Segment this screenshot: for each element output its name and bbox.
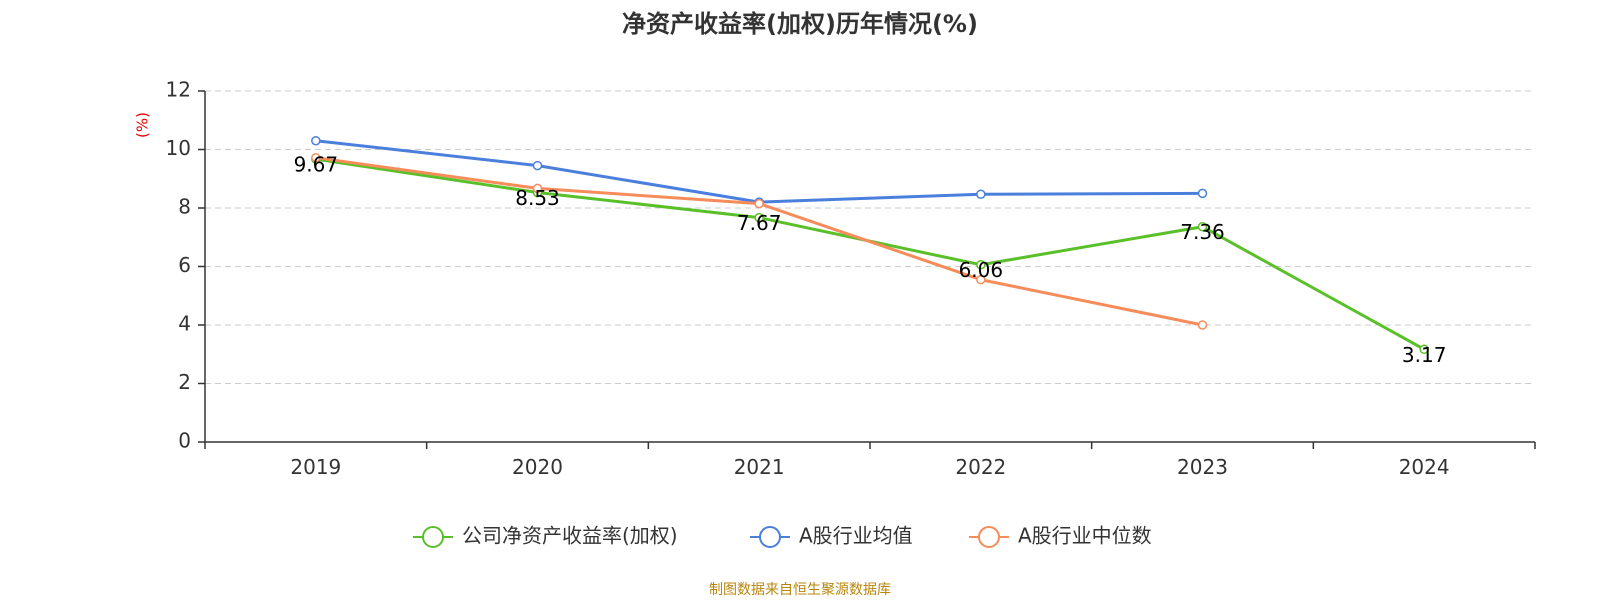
series-line xyxy=(315,156,1203,327)
data-point[interactable] xyxy=(754,212,764,223)
series-layer xyxy=(311,135,1429,355)
y-tick-label: 4 xyxy=(178,312,191,336)
axes: 0 2 4 6 8 10 12 2019 2020 2021 2022 2023 2024 xyxy=(166,78,1536,479)
series-line xyxy=(315,157,1425,351)
legend-item[interactable]: A股行业中位数 xyxy=(969,524,1152,548)
legend-marker-icon xyxy=(422,526,444,548)
data-point[interactable] xyxy=(1419,344,1429,355)
x-tick-label: 2019 xyxy=(290,455,341,479)
y-tick-label: 2 xyxy=(178,370,191,394)
y-tick-label: 6 xyxy=(178,253,191,277)
source-note: 制图数据来自恒生聚源数据库 xyxy=(709,582,891,598)
x-tick-label: 2024 xyxy=(1399,455,1450,479)
legend-item[interactable]: 公司净资产收益率(加权) xyxy=(413,524,678,548)
data-point[interactable] xyxy=(754,198,764,209)
series-2 xyxy=(311,152,1208,330)
data-labels: 9.67 8.53 7.67 6.06 7.36 3.17 xyxy=(294,153,1447,367)
series-0 xyxy=(311,154,1429,355)
data-point[interactable] xyxy=(311,135,321,146)
y-tick-label: 10 xyxy=(166,136,191,160)
y-tick-label: 12 xyxy=(166,78,191,102)
series-1 xyxy=(311,135,1208,207)
data-point[interactable] xyxy=(976,259,986,270)
y-tick-label: 8 xyxy=(178,195,191,219)
legend-label: 公司净资产收益率(加权) xyxy=(462,524,678,548)
data-point[interactable] xyxy=(1197,188,1208,199)
legend-marker-icon xyxy=(978,526,1000,548)
data-label: 7.67 xyxy=(737,211,782,235)
data-point[interactable] xyxy=(1197,320,1208,330)
data-label: 7.36 xyxy=(1180,220,1225,244)
data-label: 8.53 xyxy=(515,186,560,210)
data-label: 6.06 xyxy=(959,258,1004,282)
x-tick-label: 2022 xyxy=(955,455,1006,479)
data-point[interactable] xyxy=(1197,221,1208,232)
legend-item[interactable]: A股行业均值 xyxy=(750,524,913,548)
legend-label: A股行业均值 xyxy=(799,524,913,548)
data-point[interactable] xyxy=(976,189,986,200)
y-axis-unit-label: (%) xyxy=(134,112,152,138)
data-label: 3.17 xyxy=(1402,343,1447,367)
x-tick-label: 2023 xyxy=(1177,455,1228,479)
gridlines xyxy=(205,90,1535,384)
data-point[interactable] xyxy=(532,183,543,194)
chart-title: 净资产收益率(加权)历年情况(%) xyxy=(622,10,978,38)
x-tick-label: 2020 xyxy=(512,455,563,479)
data-label: 9.67 xyxy=(294,153,339,177)
legend-label: A股行业中位数 xyxy=(1018,524,1152,548)
data-point[interactable] xyxy=(976,274,986,285)
data-point[interactable] xyxy=(311,152,321,163)
data-point[interactable] xyxy=(532,160,543,171)
y-tick-label: 0 xyxy=(178,429,191,453)
legend-marker-icon xyxy=(759,526,781,548)
x-tick-label: 2021 xyxy=(734,455,785,479)
legend[interactable]: 公司净资产收益率(加权) A股行业均值 A股行业中位数 xyxy=(413,524,1152,548)
